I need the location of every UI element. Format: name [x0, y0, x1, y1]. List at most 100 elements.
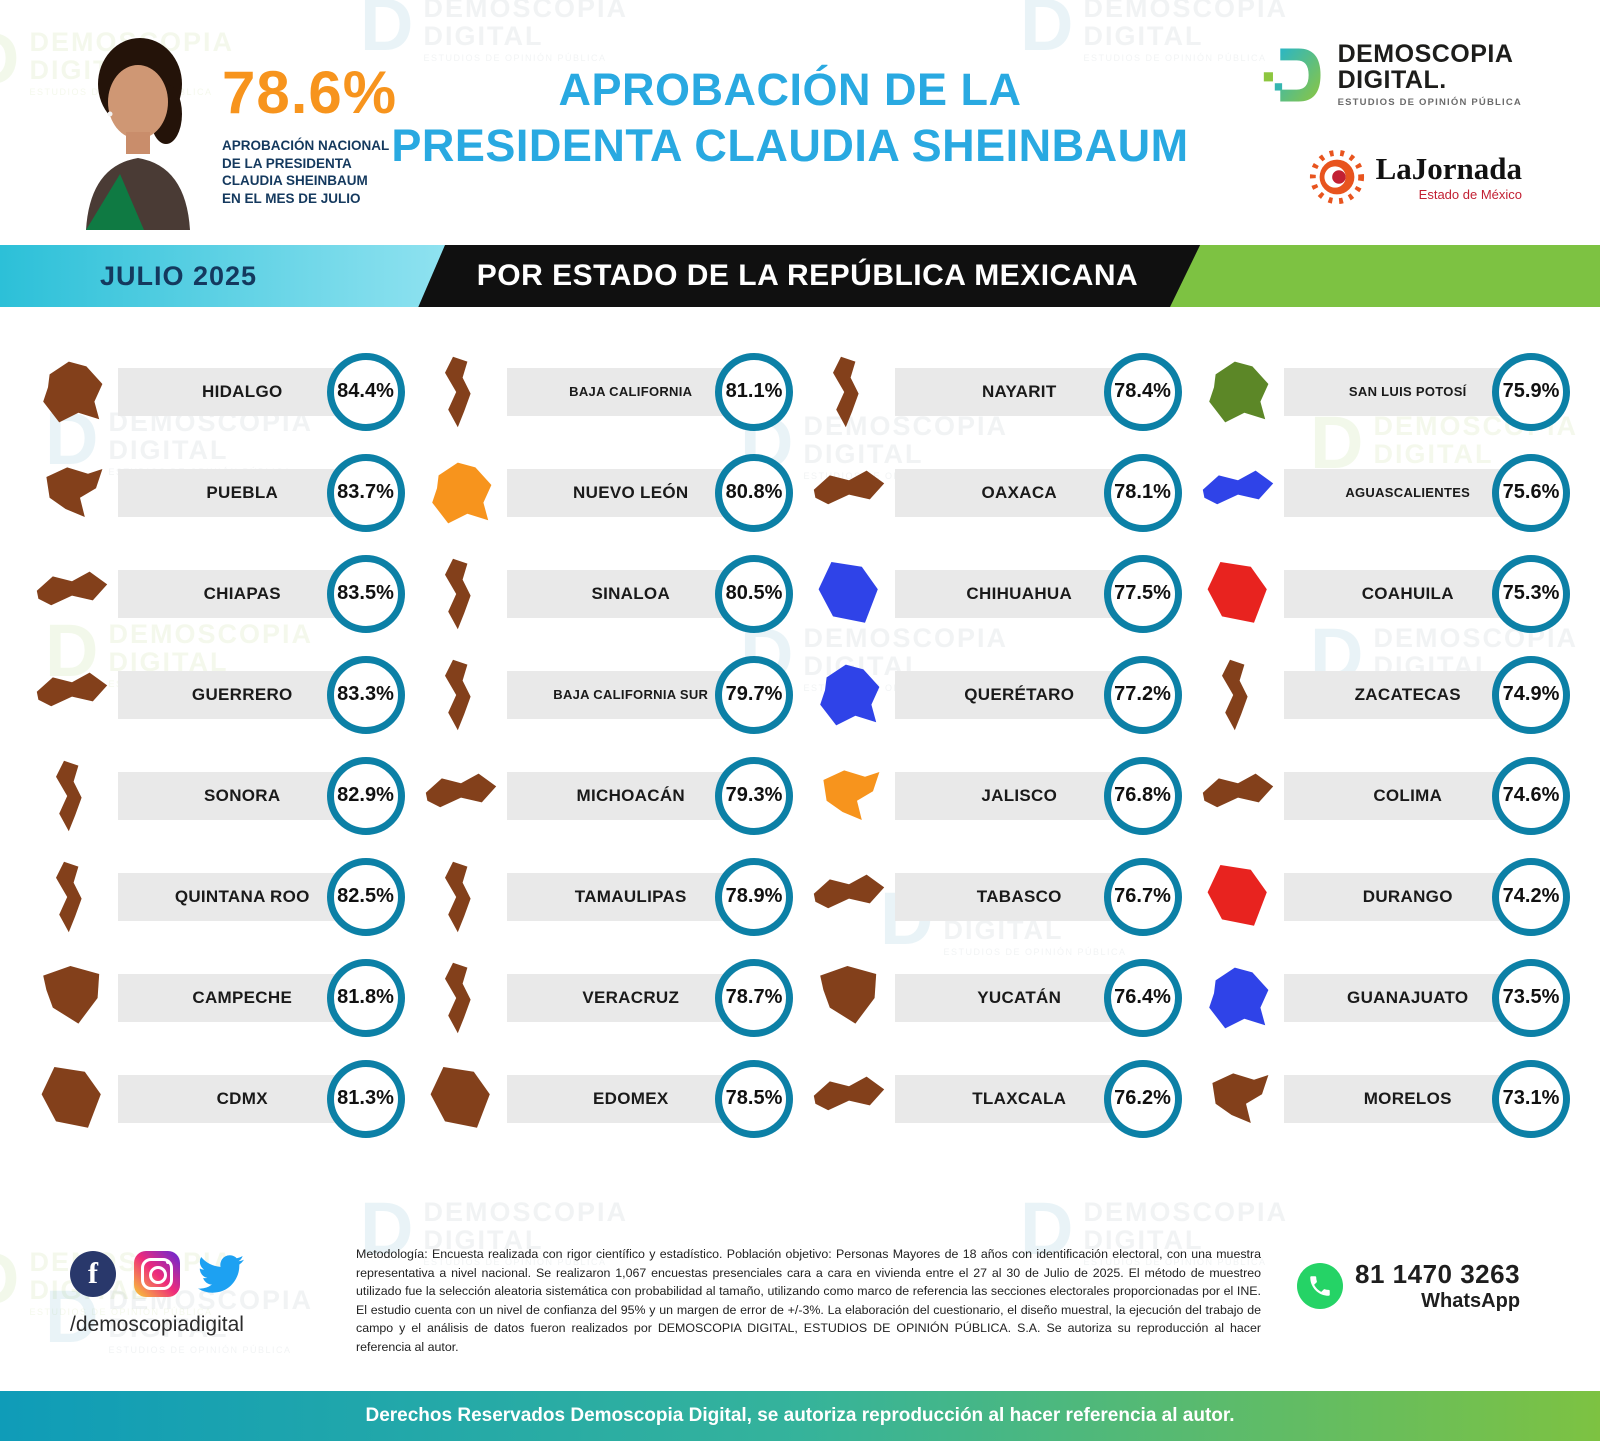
state-name: TABASCO — [976, 886, 1062, 906]
state-map-icon — [30, 653, 114, 737]
state-map-icon — [30, 451, 114, 535]
president-photo-image — [86, 38, 190, 230]
green-band — [1170, 245, 1600, 307]
demoscopia-logo: DEMOSCOPIA DIGITAL. ESTUDIOS DE OPINIÓN … — [1262, 40, 1522, 108]
state-value-badge: 76.2% — [1103, 1059, 1182, 1138]
state-name-bar: HIDALGO — [118, 367, 367, 416]
state-name-bar: PUEBLA — [118, 468, 367, 517]
state-value-badge: 79.3% — [715, 756, 793, 835]
state-name: DURANGO — [1362, 886, 1453, 906]
states-column: HIDALGO 84.4% PUEBLA 83.7% CHIAPAS 83.5% GUERR… — [30, 341, 405, 1149]
state-entry: MICHOACÁN 79.3% — [419, 745, 793, 846]
state-map-icon — [30, 1057, 114, 1141]
main-title-line1: APROBACIÓN DE LA — [558, 64, 1022, 115]
state-entry: CHIHUAHUA 77.5% — [807, 543, 1182, 644]
state-map-icon — [30, 855, 114, 939]
state-entry: VERACRUZ 78.7% — [419, 947, 793, 1048]
state-value: 82.9% — [337, 784, 394, 806]
state-value-badge: 82.5% — [326, 857, 405, 936]
state-entry: HIDALGO 84.4% — [30, 341, 405, 442]
state-entry: DURANGO 74.2% — [1196, 846, 1570, 947]
state-map-icon — [419, 350, 503, 434]
state-value-badge: 76.7% — [1103, 857, 1182, 936]
state-name: GUANAJUATO — [1347, 987, 1469, 1007]
date-label: JULIO 2025 — [100, 260, 258, 291]
state-name-bar: SINALOA — [506, 569, 755, 618]
state-name-bar: MICHOACÁN — [506, 771, 755, 820]
state-name: NAYARIT — [981, 381, 1057, 401]
instagram-icon — [134, 1251, 180, 1297]
state-map-icon — [1196, 1057, 1280, 1141]
state-name-bar: BAJA CALIFORNIA — [506, 367, 755, 416]
state-entry: SONORA 82.9% — [30, 745, 405, 846]
president-photo — [68, 22, 208, 230]
state-name-bar: COAHUILA — [1283, 569, 1532, 618]
state-map-icon — [419, 855, 503, 939]
state-map-icon — [807, 350, 891, 434]
state-name-bar: TABASCO — [895, 872, 1144, 921]
state-entry: EDOMEX 78.5% — [419, 1048, 793, 1149]
state-map-icon — [1196, 855, 1280, 939]
state-entry: TAMAULIPAS 78.9% — [419, 846, 793, 947]
state-value: 81.3% — [337, 1087, 394, 1109]
state-value: 83.5% — [337, 582, 394, 604]
state-value-badge: 79.7% — [715, 655, 793, 734]
social-icons: f — [70, 1251, 320, 1297]
state-entry: TLAXCALA 76.2% — [807, 1048, 1182, 1149]
state-name: VERACRUZ — [582, 987, 680, 1007]
whatsapp-icon — [1297, 1263, 1343, 1309]
state-map-icon — [1196, 451, 1280, 535]
state-name: BAJA CALIFORNIA — [569, 384, 693, 399]
state-entry: CHIAPAS 83.5% — [30, 543, 405, 644]
state-value: 73.5% — [1502, 986, 1560, 1008]
state-entry: SINALOA 80.5% — [419, 543, 793, 644]
state-value-badge: 76.8% — [1103, 756, 1182, 835]
state-value: 75.9% — [1502, 380, 1560, 402]
state-value: 75.6% — [1502, 481, 1560, 503]
state-entry: COAHUILA 75.3% — [1196, 543, 1570, 644]
state-map-icon — [1196, 552, 1280, 636]
state-map-icon — [807, 855, 891, 939]
state-name-bar: YUCATÁN — [895, 973, 1144, 1022]
state-entry: CDMX 81.3% — [30, 1048, 405, 1149]
state-value: 82.5% — [337, 885, 394, 907]
state-name-bar: ZACATECAS — [1283, 670, 1532, 719]
state-entry: TABASCO 76.7% — [807, 846, 1182, 947]
national-approval: 78.6% APROBACIÓN NACIONAL DE LA PRESIDEN… — [222, 58, 442, 207]
state-map-icon — [807, 1057, 891, 1141]
states-grid: HIDALGO 84.4% PUEBLA 83.7% CHIAPAS 83.5% GUERR… — [0, 307, 1600, 1149]
state-name: QUINTANA ROO — [174, 886, 310, 906]
state-entry: NAYARIT 78.4% — [807, 341, 1182, 442]
state-value: 74.6% — [1502, 784, 1560, 806]
state-value-badge: 83.7% — [326, 453, 405, 532]
demoscopia-d-icon — [1263, 48, 1321, 102]
state-value: 78.5% — [725, 1087, 783, 1109]
state-value: 73.1% — [1502, 1087, 1560, 1109]
state-name: BAJA CALIFORNIA SUR — [553, 687, 709, 702]
state-entry: GUANAJUATO 73.5% — [1196, 947, 1570, 1048]
state-value: 80.8% — [725, 481, 783, 503]
state-name: HIDALGO — [202, 381, 283, 401]
lajornada-logo: LaJornada Estado de México — [1308, 148, 1522, 206]
state-value: 79.3% — [725, 784, 783, 806]
state-value-badge: 73.5% — [1492, 958, 1570, 1037]
state-map-icon — [419, 754, 503, 838]
state-entry: BAJA CALIFORNIA 81.1% — [419, 341, 793, 442]
header: 78.6% APROBACIÓN NACIONAL DE LA PRESIDEN… — [0, 0, 1600, 245]
state-name: TAMAULIPAS — [574, 886, 687, 906]
state-entry: GUERRERO 83.3% — [30, 644, 405, 745]
state-map-icon — [419, 451, 503, 535]
state-name: YUCATÁN — [977, 987, 1062, 1007]
states-column: NAYARIT 78.4% OAXACA 78.1% CHIHUAHUA 77.5% QUE… — [807, 341, 1182, 1149]
state-value-badge: 74.6% — [1492, 756, 1570, 835]
brand-name-line1: DEMOSCOPIA — [1337, 40, 1514, 68]
state-value-badge: 75.9% — [1492, 352, 1570, 431]
state-name-bar: VERACRUZ — [506, 973, 755, 1022]
state-value-badge: 81.3% — [326, 1059, 405, 1138]
state-name: MORELOS — [1363, 1088, 1452, 1108]
state-name: OAXACA — [981, 482, 1057, 502]
state-value: 77.5% — [1114, 582, 1171, 604]
state-value: 81.1% — [725, 380, 783, 402]
state-value: 83.7% — [337, 481, 394, 503]
brand-name-line2: DIGITAL. — [1337, 65, 1447, 94]
